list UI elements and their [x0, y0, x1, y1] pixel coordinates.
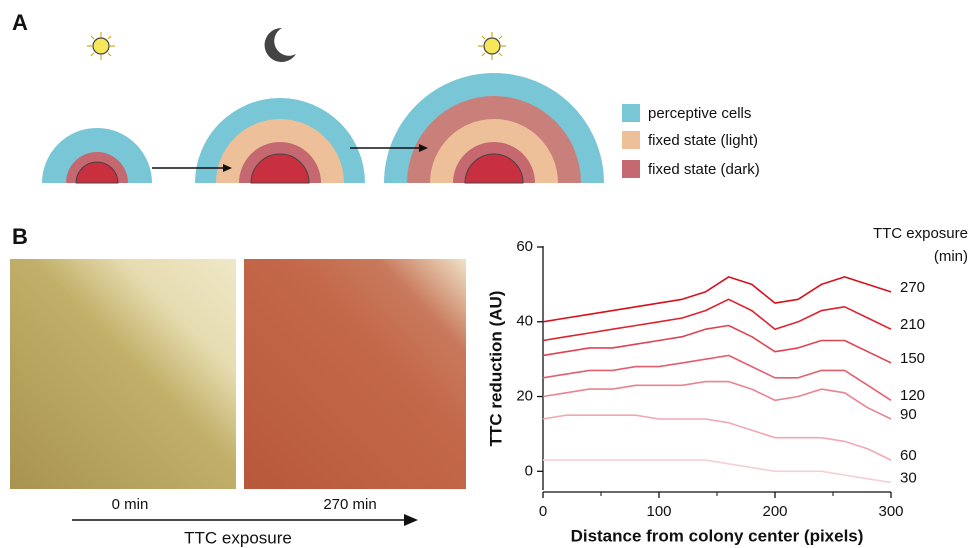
- legend-title: (min): [934, 248, 968, 265]
- y-tick-label: 60: [516, 238, 533, 255]
- y-tick-label: 20: [516, 388, 533, 405]
- series-line: [543, 382, 891, 419]
- series-label: 210: [900, 316, 925, 333]
- series-label: 150: [900, 350, 925, 367]
- colony-small: [42, 128, 152, 183]
- photo: [244, 259, 466, 489]
- image-label: 270 min: [323, 496, 376, 513]
- panel-label: A: [12, 10, 28, 35]
- x-tick-label: 200: [762, 503, 787, 520]
- sun-icon: [478, 32, 506, 60]
- x-axis-title: Distance from colony center (pixels): [571, 526, 864, 545]
- series-label: 60: [900, 447, 917, 464]
- y-tick-label: 40: [516, 313, 533, 330]
- page: A perceptive cells fixed state (light) f…: [0, 0, 971, 548]
- photo: [10, 259, 236, 489]
- series-label: 30: [900, 469, 917, 486]
- sun-icon: [87, 32, 115, 60]
- legend-title: TTC exposure: [873, 225, 968, 242]
- series-line: [543, 415, 891, 460]
- series-label: 90: [900, 406, 917, 423]
- colony-medium: [195, 98, 365, 183]
- series-line: [543, 299, 891, 340]
- colony-large: [384, 73, 604, 183]
- legend-swatch: [622, 104, 640, 122]
- series-line: [543, 355, 891, 400]
- x-tick-label: 100: [646, 503, 671, 520]
- legend-swatch: [622, 131, 640, 149]
- legend-label: fixed state (dark): [648, 161, 760, 178]
- legend-label: fixed state (light): [648, 132, 758, 149]
- legend-label: perceptive cells: [648, 105, 751, 122]
- figure: A perceptive cells fixed state (light) f…: [0, 0, 971, 548]
- arrow-label: TTC exposure: [184, 528, 292, 547]
- series-label: 120: [900, 387, 925, 404]
- y-axis-title: TTC reduction (AU): [486, 291, 505, 447]
- legend-swatch: [622, 160, 640, 178]
- x-tick-label: 300: [878, 503, 903, 520]
- y-tick-label: 0: [525, 462, 533, 479]
- x-tick-label: 0: [539, 503, 547, 520]
- moon-icon: [265, 28, 296, 62]
- arrow: [72, 514, 418, 526]
- series-label: 270: [900, 279, 925, 296]
- series-line: [543, 277, 891, 322]
- image-label: 0 min: [112, 496, 149, 513]
- series-line: [543, 460, 891, 482]
- panel-label: B: [12, 224, 28, 249]
- line-chart: 0 20 40 60 0 100 200 300 Distance from colony ce…: [486, 225, 968, 546]
